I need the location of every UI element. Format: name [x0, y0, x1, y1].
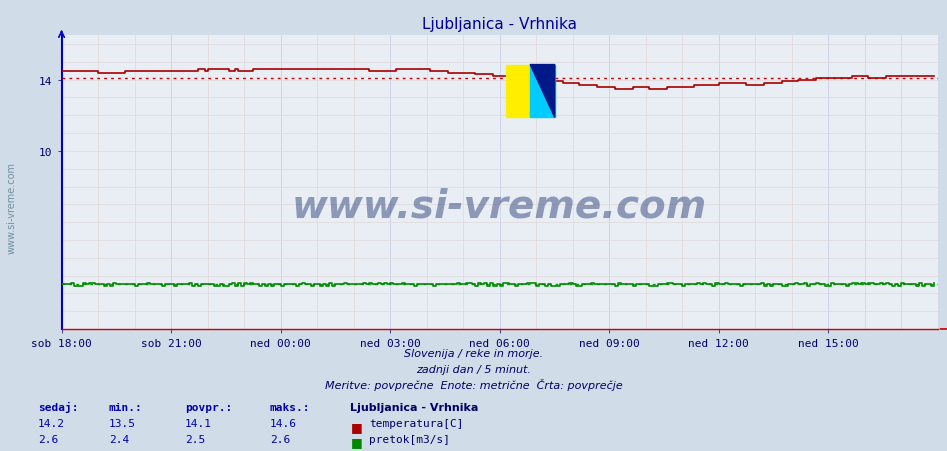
Bar	[530, 65, 555, 118]
Text: pretok[m3/s]: pretok[m3/s]	[369, 434, 451, 444]
Text: 13.5: 13.5	[109, 418, 136, 428]
Text: 14.2: 14.2	[38, 418, 65, 428]
Text: povpr.:: povpr.:	[185, 402, 232, 412]
Text: sedaj:: sedaj:	[38, 401, 79, 412]
Text: 2.5: 2.5	[185, 434, 205, 444]
Text: 2.4: 2.4	[109, 434, 129, 444]
Text: ■: ■	[350, 420, 362, 433]
Text: temperatura[C]: temperatura[C]	[369, 418, 464, 428]
Title: Ljubljanica - Vrhnika: Ljubljanica - Vrhnika	[422, 17, 577, 32]
Text: www.si-vreme.com: www.si-vreme.com	[7, 161, 16, 253]
Text: Slovenija / reke in morje.: Slovenija / reke in morje.	[404, 348, 543, 358]
Text: 14.1: 14.1	[185, 418, 212, 428]
Text: www.si-vreme.com: www.si-vreme.com	[292, 187, 707, 225]
Text: 14.6: 14.6	[270, 418, 297, 428]
Text: ■: ■	[350, 436, 362, 448]
Text: 2.6: 2.6	[270, 434, 290, 444]
Text: min.:: min.:	[109, 402, 143, 412]
Polygon shape	[530, 65, 555, 118]
Text: zadnji dan / 5 minut.: zadnji dan / 5 minut.	[416, 364, 531, 374]
Text: Ljubljanica - Vrhnika: Ljubljanica - Vrhnika	[350, 402, 479, 412]
Text: maks.:: maks.:	[270, 402, 311, 412]
Bar	[506, 65, 530, 118]
Text: 2.6: 2.6	[38, 434, 58, 444]
Text: Meritve: povprečne  Enote: metrične  Črta: povprečje: Meritve: povprečne Enote: metrične Črta:…	[325, 378, 622, 390]
